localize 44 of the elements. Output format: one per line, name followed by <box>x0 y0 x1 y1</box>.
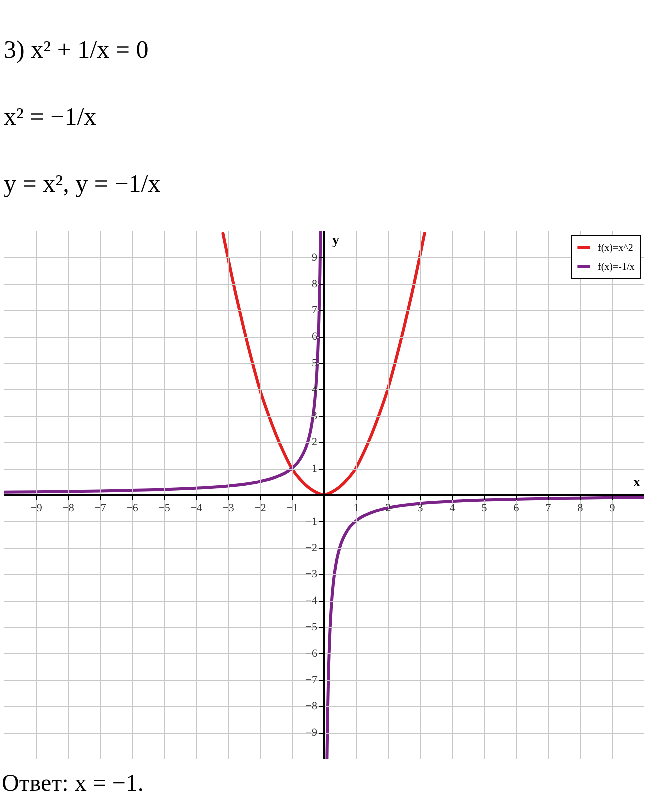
y-tick-label: 7 <box>312 304 318 317</box>
y-tick-label: −5 <box>306 622 318 634</box>
x-tick-label: 4 <box>450 502 456 514</box>
line-series <box>222 232 426 496</box>
y-tick-label: −9 <box>306 727 318 740</box>
x-tick-label: −8 <box>62 502 75 514</box>
chart-subtitle: x² = −1/x <box>4 104 98 131</box>
x-tick-label: −7 <box>94 502 107 514</box>
x-tick-label: −6 <box>126 502 139 514</box>
y-axis-title: y <box>332 234 340 248</box>
y-tick-label: 8 <box>312 278 318 290</box>
y-tick-label: 9 <box>312 252 318 264</box>
y-tick-label: 5 <box>312 358 318 370</box>
x-tick-label: −3 <box>222 502 235 514</box>
chart-title: 3) x² + 1/x = 0 <box>4 37 149 64</box>
y-tick-label: −6 <box>306 648 318 660</box>
y-tick-label: 1 <box>312 463 318 476</box>
x-tick-label: 1 <box>354 502 360 514</box>
y-tick-label: −2 <box>306 542 318 554</box>
x-tick-label: −5 <box>158 502 171 514</box>
y-tick-label: −4 <box>306 595 318 608</box>
x-tick-label: −9 <box>30 502 43 514</box>
x-tick-label: 7 <box>546 502 552 514</box>
x-tick-label: 5 <box>482 502 488 514</box>
x-tick-label: 3 <box>418 502 424 514</box>
legend-label: f(x)=x^2 <box>598 243 634 254</box>
y-tick-label: 2 <box>312 436 318 449</box>
y-tick-label: −7 <box>306 674 318 686</box>
legend-label: f(x)=-1/x <box>598 262 635 273</box>
x-tick-label: 6 <box>514 502 520 514</box>
text: y = x², y = −1/x <box>4 171 162 198</box>
x-tick-label: −2 <box>254 502 266 514</box>
x-tick-label: −1 <box>286 502 298 514</box>
x-tick-label: 9 <box>610 502 616 514</box>
y-tick-label: −8 <box>306 700 318 713</box>
y-tick-label: 3 <box>312 410 318 422</box>
x-tick-label: −4 <box>190 502 203 514</box>
y-tick-label: 6 <box>312 331 318 344</box>
x-tick-label: 8 <box>578 502 584 514</box>
y-tick-label: −1 <box>306 516 318 528</box>
x-axis-title: x <box>634 476 640 490</box>
text: Ответ: x = −1. <box>2 770 144 798</box>
y-tick-label: 4 <box>312 384 318 396</box>
y-tick-label: −3 <box>306 568 318 581</box>
